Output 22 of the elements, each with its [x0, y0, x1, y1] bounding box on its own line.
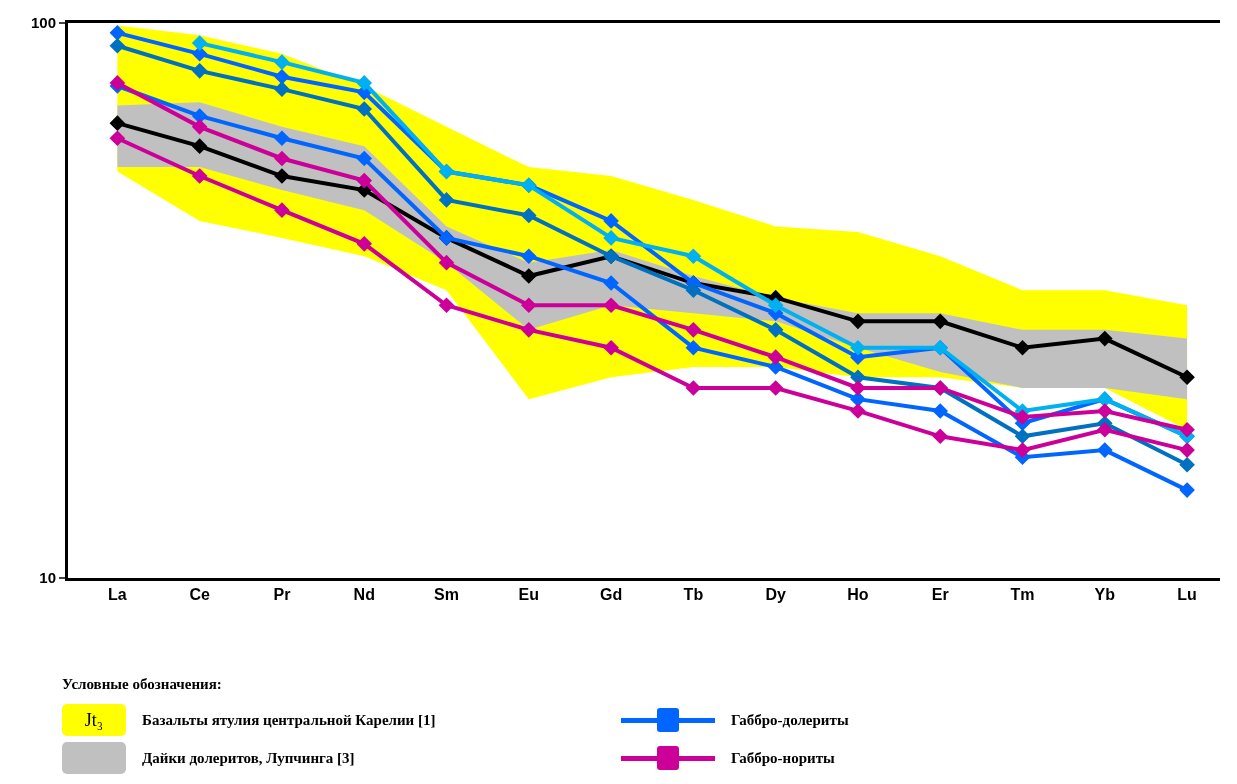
x-tick-label: Ce [189, 586, 210, 604]
x-tick-label: Gd [599, 586, 623, 604]
legend-label: Габбро-нориты [731, 749, 835, 767]
legend-label: Дайки долеритов, Лупчинга [3] [142, 749, 355, 767]
x-tick-label: Dy [765, 586, 786, 604]
y-tick-label: 10 [39, 569, 56, 587]
x-tick-label: Nd [353, 586, 375, 604]
x-tick-label: La [108, 586, 127, 604]
y-tick-label: 100 [30, 14, 56, 32]
legend-label: Базальты ятулия центральной Карелии [1] [142, 711, 436, 729]
x-tick-label: Er [931, 586, 949, 604]
x-tick-label: Lu [1177, 586, 1197, 604]
x-tick-label: Yb [1094, 586, 1116, 604]
x-tick-label: Tb [683, 586, 704, 604]
text: Jt₃ [62, 704, 126, 736]
x-tick-label: Eu [518, 586, 540, 604]
legend-label: Габбро-долериты [731, 711, 849, 729]
x-tick-label: Tm [1010, 586, 1035, 604]
x-tick-label: Sm [434, 586, 459, 604]
x-tick-label: Ho [847, 586, 869, 604]
x-tick-label: Pr [273, 586, 291, 604]
legend-title: Условные обозначения: [62, 676, 223, 693]
